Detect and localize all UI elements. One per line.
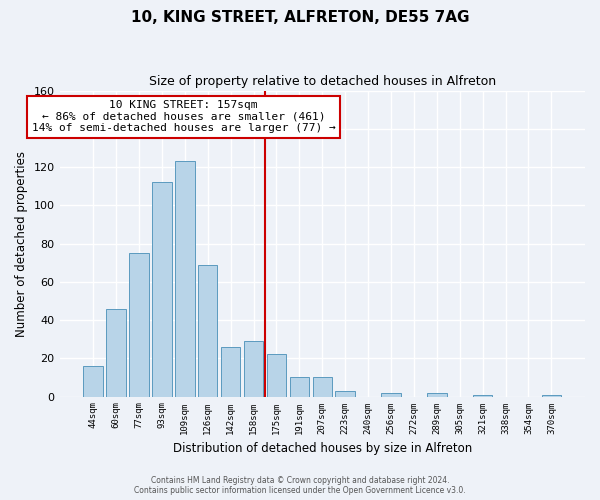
Bar [129,253,149,396]
Bar [290,378,309,396]
Bar [198,264,217,396]
Bar [152,182,172,396]
Y-axis label: Number of detached properties: Number of detached properties [15,150,28,336]
Bar [313,378,332,396]
Bar [221,347,241,397]
Bar [473,394,493,396]
Bar [381,392,401,396]
Bar [106,308,126,396]
Bar [244,341,263,396]
Text: 10 KING STREET: 157sqm
← 86% of detached houses are smaller (461)
14% of semi-de: 10 KING STREET: 157sqm ← 86% of detached… [32,100,335,134]
Bar [427,392,446,396]
Bar [335,391,355,396]
Bar [542,394,561,396]
Text: 10, KING STREET, ALFRETON, DE55 7AG: 10, KING STREET, ALFRETON, DE55 7AG [131,10,469,25]
Title: Size of property relative to detached houses in Alfreton: Size of property relative to detached ho… [149,75,496,88]
X-axis label: Distribution of detached houses by size in Alfreton: Distribution of detached houses by size … [173,442,472,455]
Bar [267,354,286,397]
Text: Contains HM Land Registry data © Crown copyright and database right 2024.
Contai: Contains HM Land Registry data © Crown c… [134,476,466,495]
Bar [175,162,194,396]
Bar [83,366,103,396]
